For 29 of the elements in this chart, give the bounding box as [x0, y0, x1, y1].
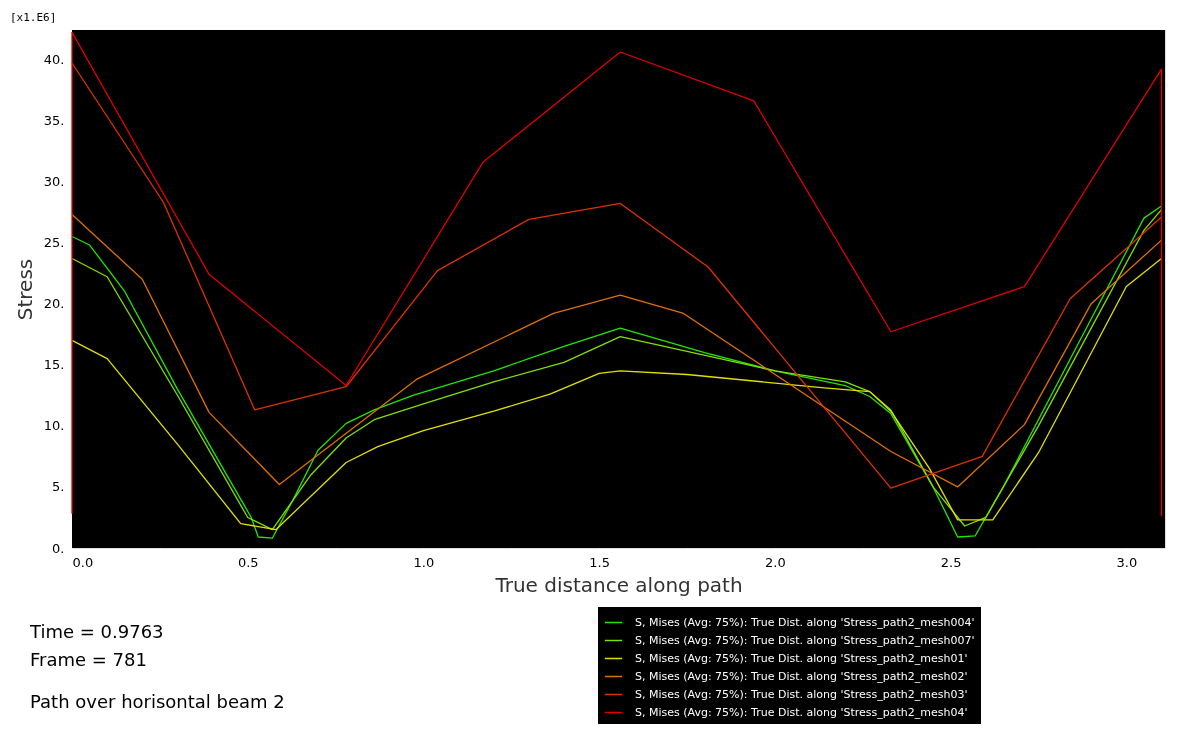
legend-label: S, Mises (Avg: 75%): True Dist. along 'Stress_path2_mesh004' [635, 615, 975, 629]
x-tick-label: 1.5 [589, 554, 611, 570]
y-tick-label: 10. [43, 418, 65, 434]
y-tick-label: 5. [52, 479, 65, 495]
x-tick-label: 0.0 [72, 554, 94, 570]
x-tick-label: 0.5 [237, 554, 259, 570]
legend-label: S, Mises (Avg: 75%): True Dist. along 'Stress_path2_mesh007' [635, 633, 975, 647]
y-tick-label: 25. [43, 235, 65, 251]
x-tick-label: 3.0 [1116, 554, 1138, 570]
text: Path over horisontal beam 2 [30, 691, 285, 712]
y-tick-label: 15. [43, 357, 65, 373]
x-axis-title: True distance along path [494, 572, 743, 597]
x-tick-label: 2.5 [940, 554, 962, 570]
x-tick-label: 1.0 [413, 554, 435, 570]
y-tick-label: 35. [43, 112, 65, 128]
legend-label: S, Mises (Avg: 75%): True Dist. along 'Stress_path2_mesh03' [635, 687, 968, 701]
y-axis-title: Stress [12, 258, 37, 321]
legend-label: S, Mises (Avg: 75%): True Dist. along 'Stress_path2_mesh01' [635, 651, 968, 665]
x-tick-label: 2.0 [765, 554, 786, 570]
text: Frame = 781 [30, 649, 147, 670]
legend-label: S, Mises (Avg: 75%): True Dist. along 'Stress_path2_mesh04' [635, 705, 968, 719]
y-tick-label: 30. [43, 173, 65, 189]
y-tick-label: 40. [43, 51, 65, 67]
legend-label: S, Mises (Avg: 75%): True Dist. along 'Stress_path2_mesh02' [635, 669, 968, 683]
y-tick-label: 0. [52, 540, 65, 556]
line-series [71, 257, 1163, 531]
text: [x1.E6] [10, 11, 57, 24]
y-tick-label: 20. [43, 296, 65, 312]
text: Time = 0.9763 [29, 621, 164, 642]
